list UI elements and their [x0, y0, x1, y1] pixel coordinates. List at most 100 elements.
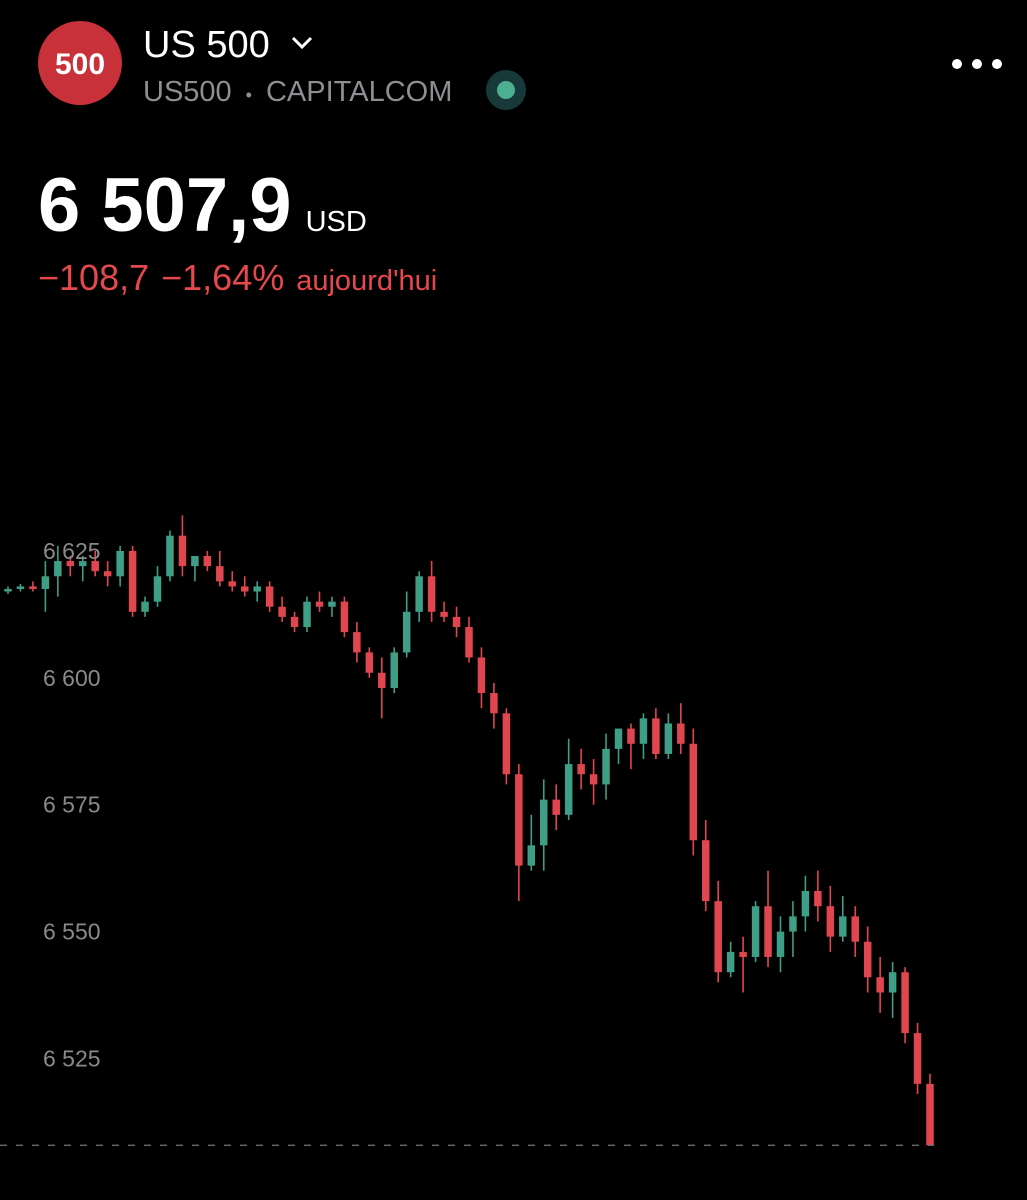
candle-body — [876, 977, 884, 993]
candle-body — [726, 951, 735, 973]
candle-body — [839, 916, 847, 937]
candle-body — [490, 693, 498, 714]
candle-body — [652, 718, 660, 754]
price: 6 507,9 — [38, 163, 292, 248]
price-line: 6 507,9 USD — [38, 163, 367, 248]
candle-body — [502, 713, 511, 775]
candle-body — [153, 576, 162, 602]
symbol-subtitle: US500 • CAPITALCOM — [143, 76, 452, 108]
candle-body — [452, 616, 461, 628]
more-menu[interactable] — [952, 59, 1002, 69]
candle-body — [353, 632, 361, 653]
candle-body — [540, 799, 548, 846]
candle-body — [4, 588, 12, 592]
candle-body — [851, 916, 859, 942]
separator: • — [246, 85, 252, 105]
logo-text: 500 — [55, 48, 105, 81]
candle-body — [589, 774, 598, 785]
period: aujourd'hui — [296, 265, 437, 297]
candle-body — [315, 601, 324, 607]
candle-body — [552, 799, 560, 815]
candle-body — [427, 576, 436, 612]
dropdown-chevron[interactable] — [291, 36, 313, 50]
candle-body — [91, 561, 99, 572]
candle-body — [614, 728, 623, 749]
candle-body — [826, 906, 835, 937]
candle-body — [390, 652, 398, 688]
candle-body — [739, 951, 747, 957]
y-tick-label: 6 550 — [43, 919, 101, 945]
candle-body — [801, 890, 810, 917]
candle-body — [203, 555, 212, 567]
candle-body — [415, 576, 423, 612]
candle-body — [764, 906, 772, 957]
candle-body — [116, 550, 124, 577]
candle-body — [79, 561, 87, 567]
candle-body — [465, 627, 473, 658]
candle-body — [66, 561, 75, 567]
candle-body — [103, 571, 112, 577]
candle-body — [253, 586, 261, 592]
candle-body — [477, 657, 486, 694]
candle-body — [901, 972, 909, 1034]
candle-body — [191, 555, 199, 567]
candle-body — [689, 743, 698, 841]
menu-dot — [972, 59, 982, 69]
candle-body — [664, 723, 673, 754]
candle-body — [789, 916, 797, 932]
candle-body — [166, 535, 174, 577]
candle-body — [240, 586, 249, 592]
candle-body — [29, 586, 37, 589]
candle-body — [627, 728, 635, 744]
status-dot — [497, 81, 515, 99]
candle-body — [128, 550, 137, 612]
candle-body — [913, 1033, 922, 1084]
exchange: CAPITALCOM — [266, 76, 452, 108]
candle-body — [564, 764, 573, 815]
y-tick-label: 6 525 — [43, 1045, 101, 1071]
candle-body — [701, 840, 710, 902]
menu-dot — [952, 59, 962, 69]
candle-body — [577, 764, 585, 775]
currency: USD — [306, 206, 367, 238]
symbol-title[interactable]: US 500 — [143, 24, 270, 66]
logo[interactable] — [38, 21, 122, 105]
candle-body — [16, 586, 25, 589]
y-tick-label: 6 625 — [43, 538, 101, 564]
candle-body — [639, 718, 648, 744]
candle-body — [515, 774, 523, 866]
candle-body — [178, 535, 187, 567]
y-tick-label: 6 575 — [43, 792, 101, 818]
candle-body — [440, 611, 448, 617]
change-percent: −1,64% — [161, 257, 284, 298]
candle-body — [265, 586, 274, 607]
candle-body — [714, 901, 722, 973]
candle-body — [365, 652, 374, 673]
y-tick-label: 6 600 — [43, 665, 101, 691]
candlestick-chart: 6 625 6 600 6 575 6 550 6 525 — [0, 515, 934, 1146]
candle-body — [863, 941, 872, 978]
candle-body — [814, 890, 822, 907]
candle-body — [602, 748, 610, 785]
candle-body — [677, 723, 685, 744]
candle-body — [378, 672, 386, 688]
ticker: US500 — [143, 76, 232, 108]
candle-body — [328, 601, 336, 607]
candle-body — [290, 616, 299, 628]
candle-body — [303, 601, 311, 628]
candle-body — [527, 845, 536, 866]
candle-body — [926, 1083, 934, 1146]
change: −108,7 — [38, 257, 149, 298]
menu-dot — [992, 59, 1002, 69]
candle-body — [141, 601, 149, 612]
candle-body — [776, 931, 785, 957]
candle-body — [228, 581, 237, 587]
candle-body — [41, 576, 50, 589]
candle-body — [402, 611, 411, 653]
candle-body — [278, 606, 286, 617]
candle-body — [54, 561, 62, 577]
change-line: −108,7 −1,64% aujourd'hui — [38, 257, 437, 298]
candle-body — [888, 972, 897, 993]
